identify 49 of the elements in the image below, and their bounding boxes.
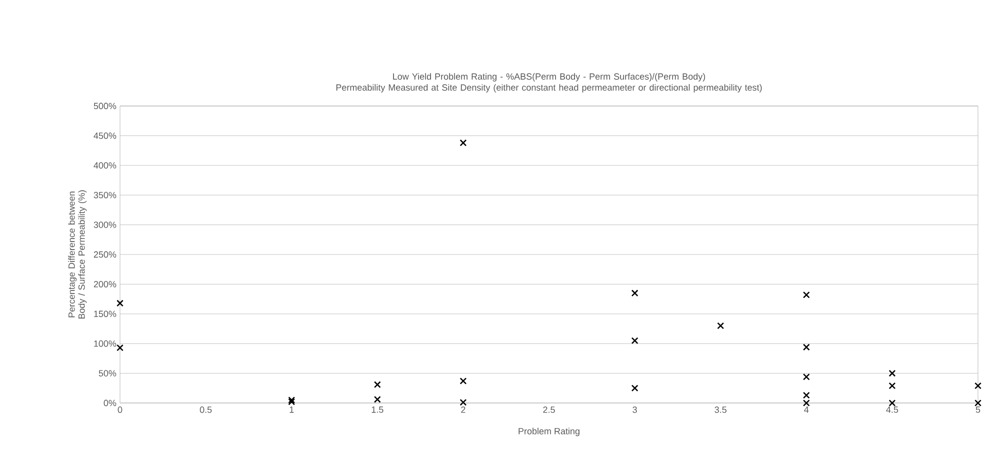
point [374, 381, 381, 388]
point [802, 291, 810, 298]
y-tick-label: 150% [94, 310, 116, 318]
point [631, 337, 638, 344]
point [717, 322, 724, 330]
y-tick-label: 50% [98, 370, 116, 376]
y-tick-label: 0% [104, 400, 116, 406]
point [888, 400, 896, 406]
point [974, 400, 982, 406]
y-tick-label: 350% [94, 192, 116, 198]
point [802, 373, 810, 380]
point [888, 370, 896, 377]
x-tick-label: 2 [461, 406, 466, 413]
point [288, 398, 296, 406]
chart-subtitle: Permeability Measured at Site Density (either constant head permeameter or directional permeability test) [336, 84, 762, 92]
y-tick-label: 100% [94, 340, 116, 347]
point [116, 300, 124, 307]
x-axis-title: Problem Rating [518, 428, 580, 436]
point [802, 344, 810, 351]
x-tick-label: 4 [804, 406, 809, 413]
chart-title: Low Yield Problem Rating - %ABS(Perm Body - Perm Surfaces)/(Perm Body) [393, 73, 706, 82]
point [116, 344, 124, 352]
point [888, 382, 896, 390]
point [631, 384, 638, 392]
x-tick-label: 0.5 [200, 406, 212, 413]
point [802, 400, 810, 406]
point [288, 396, 296, 404]
point [974, 382, 982, 390]
y-tick-label: 450% [94, 132, 116, 139]
point [460, 398, 467, 406]
point [631, 290, 638, 297]
y-tick-label: 200% [94, 281, 116, 288]
x-tick-label: 2.5 [543, 406, 555, 413]
y-tick-label: 250% [94, 251, 116, 258]
x-tick-label: 5 [976, 406, 980, 413]
y-axis-title: Percentage Difference between Body / Surface Permeability (%) [68, 190, 87, 319]
point [374, 396, 381, 403]
x-tick-label: 0 [118, 406, 122, 413]
x-tick-label: 3 [632, 406, 637, 413]
point [802, 392, 810, 399]
point [460, 139, 467, 146]
x-tick-label: 3.5 [714, 406, 726, 413]
y-tick-label: 500% [94, 102, 116, 110]
point [460, 378, 467, 384]
x-tick-label: 1.5 [372, 406, 384, 413]
x-tick-label: 1 [290, 406, 294, 413]
y-tick-label: 400% [94, 162, 116, 169]
x-tick-label: 4.5 [886, 406, 898, 413]
y-tick-label: 300% [94, 222, 116, 228]
